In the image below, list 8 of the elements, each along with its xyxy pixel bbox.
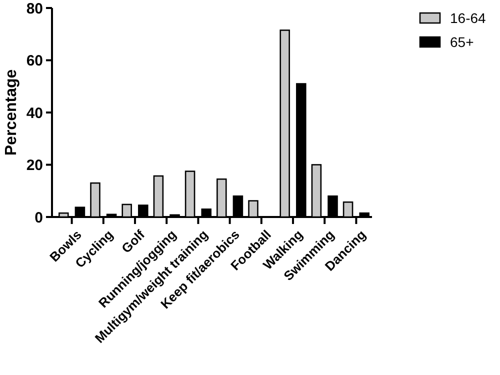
y-tick-label: 0 [34, 209, 43, 226]
y-axis-title: Percentage [3, 69, 20, 156]
y-tick-label: 60 [26, 52, 43, 70]
y-tick-label: 80 [26, 0, 43, 18]
y-tick-label: 20 [26, 157, 43, 174]
legend-label: 65+ [450, 34, 474, 50]
legend-label: 16-64 [450, 10, 486, 26]
y-tick-label: 40 [26, 104, 43, 122]
